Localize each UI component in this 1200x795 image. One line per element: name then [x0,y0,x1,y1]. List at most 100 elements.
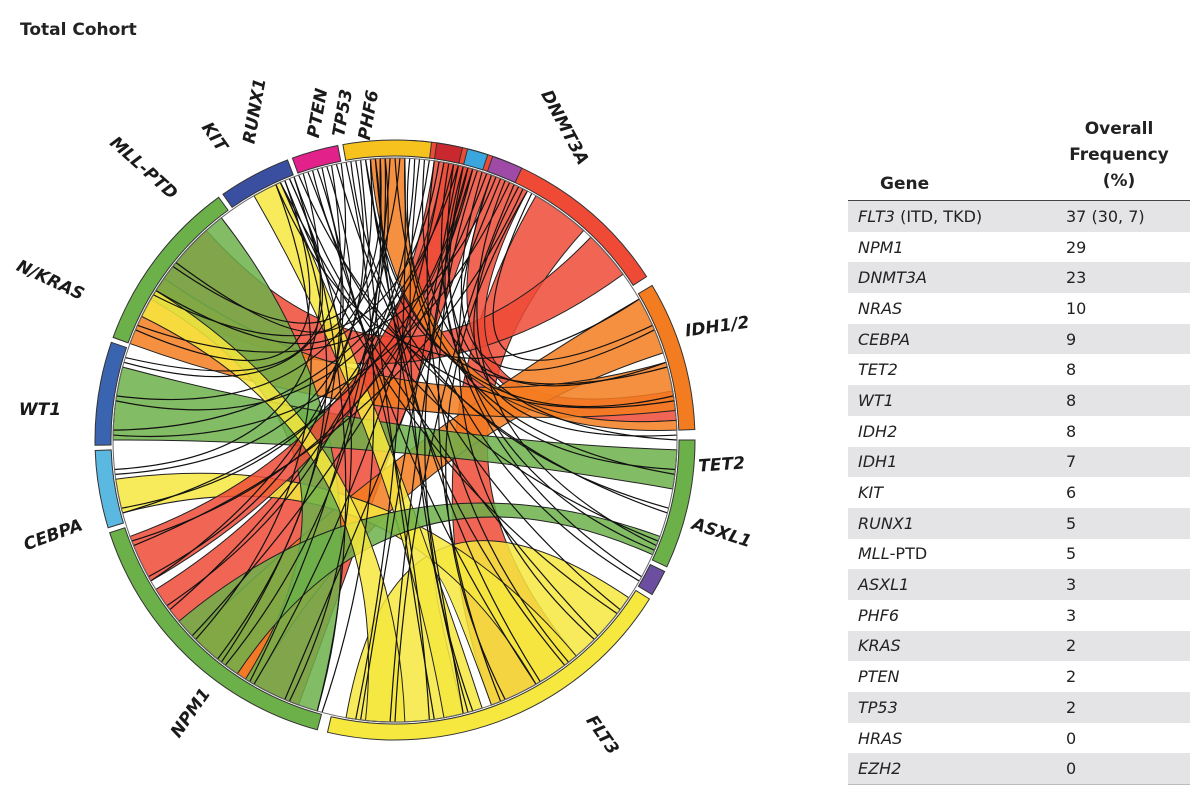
table-header: Gene Overall Frequency (%) [848,119,1190,200]
table-row: PHF6 3 [848,599,1190,631]
gene-cell: IDH1 [848,452,1058,471]
chord-line [448,167,678,441]
gene-name: DNMT3A [858,268,927,288]
chord-line [253,162,445,685]
gene-name: MLL [858,544,890,564]
chord-line [492,193,653,361]
chord-line [114,173,322,471]
chord-line [135,180,311,362]
header-gene: Gene [880,174,930,194]
table-row: PTEN 2 [848,661,1190,692]
chord-line [112,182,511,438]
frequency-cell: 23 [1066,268,1087,288]
gene-name: HRAS [858,728,903,748]
segment-n-kras [112,196,229,344]
header-frequency-line2: Frequency (%) [1069,145,1169,191]
frequency-cell: 5 [1066,544,1077,564]
chord-line [288,178,352,702]
gene-suffix: (ITD, TKD) [894,206,983,226]
chord-line [115,160,365,475]
segment-mll-ptd [222,159,294,209]
segment-label: PTEN [304,87,332,140]
segment-asxl1 [637,563,666,596]
gene-name: KRAS [858,636,901,656]
gene-name: TET2 [858,360,898,380]
segment-label: N/KRAS [13,256,87,305]
chord-line [445,190,528,700]
chord-line [307,171,430,720]
gene-name: IDH2 [858,421,898,441]
chord-line [444,166,676,471]
gene-name: ASXL1 [858,575,910,595]
gene-name: FLT3 [858,206,895,226]
gene-name: PTEN [858,667,900,687]
chord-line [133,188,524,547]
table-row: TP53 2 [848,692,1190,723]
gene-cell: DNMT3A [848,268,1058,287]
segment-label: PHF6 [355,89,383,142]
gene-name: TP53 [858,697,898,717]
figure-title: Total Cohort [20,20,137,40]
segment-label: DNMT3A [536,87,592,169]
table-row: KRAS 2 [848,630,1190,662]
chord-line [148,168,344,578]
chord-line [116,157,401,401]
gene-name: NRAS [858,298,903,318]
chord-line [394,184,515,723]
ribbons-layer [112,157,678,723]
frequency-cell: 9 [1066,329,1077,349]
chord-line [321,162,375,713]
chord-line [115,164,455,411]
chord-line [460,171,655,371]
gene-cell: TET2 [848,360,1058,379]
gene-name: RUNX1 [858,513,914,533]
frequency-cell: 2 [1066,636,1077,656]
table-row: IDH1 7 [848,446,1190,478]
segment-wt1 [94,341,128,446]
chord-line [409,158,469,713]
chord-line [220,165,342,663]
gene-cell: PHF6 [848,606,1058,625]
segment-label: CEBPA [21,515,85,555]
frequency-cell: 2 [1066,697,1077,717]
frequency-cell: 8 [1066,421,1077,441]
chord-line [275,184,640,359]
frequency-cell: 2 [1066,667,1077,687]
chord-line [440,163,642,578]
circos-plot: DNMT3A IDH1/2 TET2 ASXL1 FLT3 NPM1 CEBPA WT1 N/K… [13,77,754,759]
segment-tp53 [463,148,489,171]
segment-cebpa [94,449,125,529]
segment-label: TET2 [698,453,746,476]
chord-line [293,176,347,712]
chord-line [137,176,497,353]
chord-line [458,174,595,640]
header-frequency-line1: Overall [1084,119,1154,139]
frequency-cell: 8 [1066,390,1077,410]
gene-cell: WT1 [848,391,1058,410]
chord-line [169,160,430,611]
chord-line [224,158,387,666]
frequency-cell: 0 [1066,759,1077,779]
gene-name: KIT [858,483,883,503]
chord-line [311,170,675,409]
frequency-cell: 29 [1066,237,1087,257]
segment-npm1 [109,527,323,731]
gene-name: CEBPA [858,329,911,349]
table-row: EZH2 0 [848,753,1190,785]
chord-line [394,157,640,582]
gene-name: EZH2 [858,759,902,779]
segment-label: ASXL1 [687,514,753,553]
gene-cell: KRAS [848,636,1058,655]
gene-cell: CEBPA [848,330,1058,349]
chord-line [123,163,347,378]
table-row: ASXL1 3 [848,569,1190,600]
table-row: FLT3 (ITD, TKD) 37 (30, 7) [848,201,1190,232]
segment-label: TP53 [329,88,357,138]
chord-line [217,182,328,660]
table-row: KIT 6 [848,477,1190,508]
gene-name: PHF6 [858,605,900,625]
frequency-cell: 10 [1066,298,1087,318]
table-row: TET2 8 [848,354,1190,386]
chord-line [125,178,323,372]
segments-layer [94,139,696,741]
